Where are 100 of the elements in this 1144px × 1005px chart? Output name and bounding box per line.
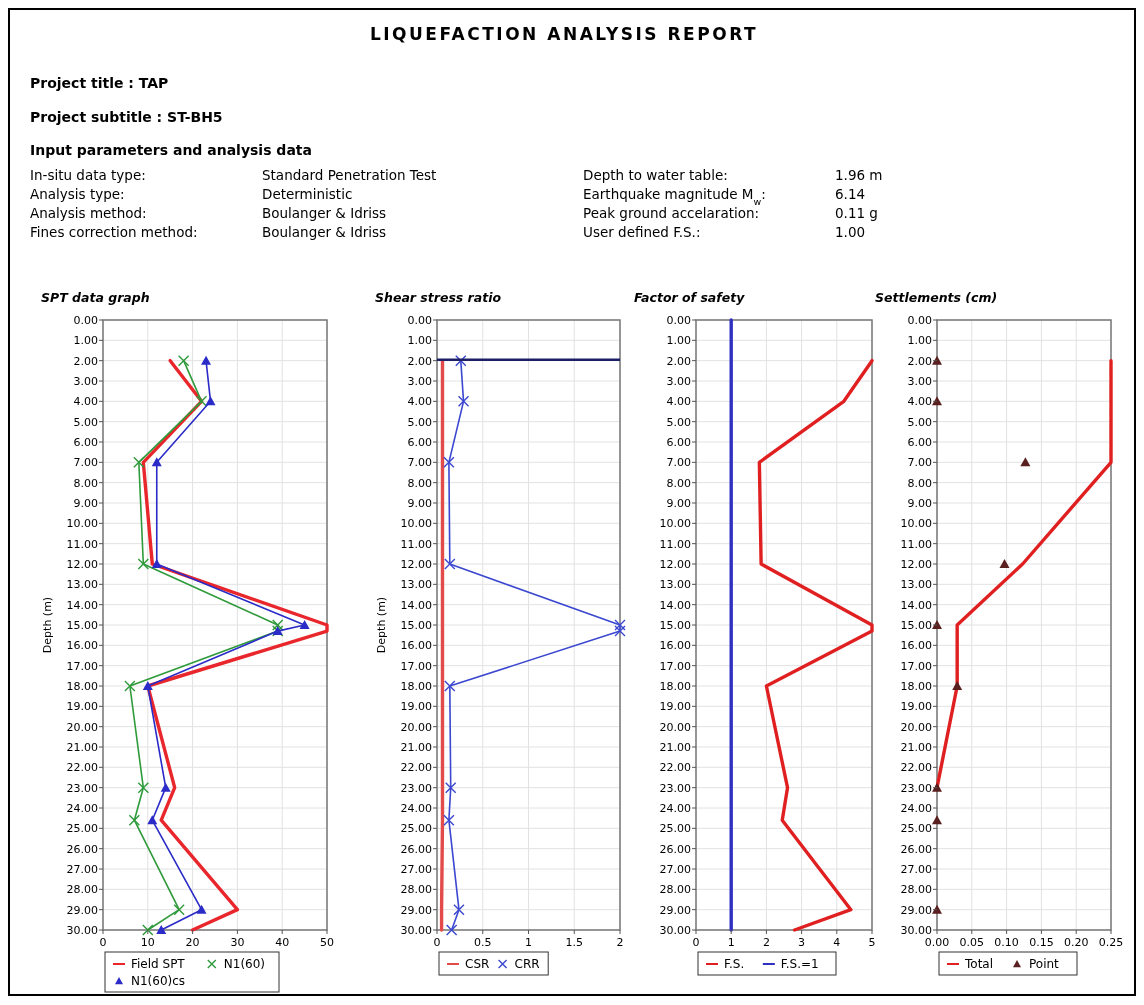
y-tick-label: 6.00 bbox=[666, 435, 691, 449]
y-tick-label: 4.00 bbox=[666, 395, 691, 409]
x-tick-label: 0 bbox=[433, 936, 441, 949]
point bbox=[457, 395, 470, 408]
point bbox=[932, 815, 942, 825]
x-tick-label: 1.5 bbox=[565, 936, 583, 949]
y-tick-label: 20.00 bbox=[659, 720, 691, 734]
point bbox=[453, 903, 465, 916]
y-tick-label: 4.00 bbox=[907, 395, 932, 409]
y-tick-label: 9.00 bbox=[407, 496, 432, 510]
point bbox=[195, 395, 208, 408]
y-tick-label: 5.00 bbox=[666, 415, 691, 429]
y-tick-label: 22.00 bbox=[659, 761, 691, 775]
y-tick-label: 2.00 bbox=[73, 354, 98, 368]
y-tick-label: 0.00 bbox=[666, 313, 691, 327]
x-tick-label: 1 bbox=[727, 936, 735, 949]
y-tick-label: 13.00 bbox=[659, 578, 691, 592]
y-tick-label: 9.00 bbox=[73, 496, 98, 510]
text: Boulanger & Idriss bbox=[262, 205, 387, 221]
line-series bbox=[439, 358, 445, 932]
point bbox=[156, 925, 167, 934]
y-tick-label: 19.00 bbox=[900, 700, 932, 714]
text: In-situ data type: bbox=[30, 167, 146, 183]
y-tick-label: 1.00 bbox=[407, 334, 432, 348]
point bbox=[142, 681, 153, 690]
legend-label: CSR bbox=[465, 957, 490, 972]
y-tick-label: 28.00 bbox=[66, 883, 98, 897]
text: Standard Penetration Test bbox=[262, 167, 437, 183]
point bbox=[445, 924, 458, 936]
legend-label: N1(60)cs bbox=[131, 974, 186, 989]
y-tick-label: 6.00 bbox=[907, 435, 932, 449]
y-tick-label: 0.00 bbox=[407, 313, 432, 327]
point bbox=[147, 815, 158, 825]
y-tick-label: 2.00 bbox=[407, 354, 432, 368]
point bbox=[445, 781, 457, 794]
x-tick-label: 2 bbox=[616, 936, 624, 949]
y-tick-label: 11.00 bbox=[400, 537, 432, 551]
x-tick-label: 40 bbox=[275, 936, 290, 949]
text: Boulanger & Idriss bbox=[262, 224, 387, 240]
y-tick-label: 18.00 bbox=[900, 679, 932, 693]
y-axis-title: Depth (m) bbox=[375, 596, 388, 654]
y-tick-label: 24.00 bbox=[900, 801, 932, 815]
y-tick-label: 13.00 bbox=[66, 578, 98, 592]
y-tick-label: 6.00 bbox=[407, 435, 432, 449]
text: Project title : TAP bbox=[30, 75, 169, 91]
y-tick-label: 30.00 bbox=[400, 923, 432, 937]
y-tick-label: 3.00 bbox=[907, 374, 932, 388]
y-axis-title: Depth (m) bbox=[41, 596, 54, 654]
point bbox=[137, 558, 150, 570]
x-tick-label: 0.5 bbox=[474, 936, 492, 949]
y-tick-label: 23.00 bbox=[66, 781, 98, 795]
y-tick-label: 19.00 bbox=[400, 700, 432, 714]
point bbox=[444, 558, 456, 570]
text: Depth to water table: bbox=[583, 167, 728, 183]
y-tick-label: 22.00 bbox=[900, 761, 932, 775]
y-tick-label: 5.00 bbox=[407, 415, 432, 429]
chart-title: Settlements (cm) bbox=[875, 290, 998, 305]
x-tick-label: 0.15 bbox=[1029, 936, 1054, 949]
point bbox=[443, 814, 455, 826]
text: Earthquake magnitude M$_{w}$: bbox=[583, 186, 766, 207]
y-tick-label: 15.00 bbox=[659, 618, 691, 632]
point bbox=[160, 782, 171, 792]
y-tick-label: 6.00 bbox=[73, 435, 98, 449]
y-tick-label: 23.00 bbox=[400, 781, 432, 795]
y-tick-label: 1.00 bbox=[73, 334, 98, 348]
y-tick-label: 30.00 bbox=[900, 923, 932, 937]
y-tick-label: 2.00 bbox=[666, 354, 691, 368]
point bbox=[932, 904, 942, 914]
text: Fines correction method: bbox=[30, 224, 198, 240]
point bbox=[444, 680, 456, 692]
y-tick-label: 4.00 bbox=[407, 395, 432, 409]
text: Project subtitle : ST-BH5 bbox=[30, 109, 223, 125]
y-tick-label: 28.00 bbox=[400, 883, 432, 897]
y-tick-label: 12.00 bbox=[900, 557, 932, 571]
x-tick-label: 0.20 bbox=[1063, 936, 1089, 949]
text: Analysis method: bbox=[30, 205, 147, 221]
point bbox=[137, 781, 150, 794]
chart-title: Shear stress ratio bbox=[375, 290, 502, 305]
y-tick-label: 7.00 bbox=[666, 456, 691, 470]
y-tick-label: 26.00 bbox=[66, 842, 98, 856]
y-tick-label: 23.00 bbox=[900, 781, 932, 795]
y-tick-label: 19.00 bbox=[659, 700, 691, 714]
point bbox=[443, 456, 455, 469]
y-tick-label: 30.00 bbox=[659, 923, 691, 937]
point bbox=[932, 355, 942, 365]
y-tick-label: 7.00 bbox=[907, 456, 932, 470]
y-tick-label: 29.00 bbox=[900, 903, 932, 917]
point bbox=[455, 354, 467, 367]
y-tick-label: 4.00 bbox=[73, 395, 98, 409]
y-tick-label: 8.00 bbox=[73, 476, 98, 490]
x-tick-label: 0.05 bbox=[959, 936, 985, 949]
point bbox=[196, 904, 207, 914]
point bbox=[932, 396, 942, 406]
y-tick-label: 16.00 bbox=[400, 639, 432, 653]
x-tick-label: 4 bbox=[833, 936, 841, 949]
text: Input parameters and analysis data bbox=[30, 142, 312, 158]
point bbox=[952, 681, 963, 690]
point bbox=[151, 457, 162, 467]
y-tick-label: 15.00 bbox=[66, 618, 98, 632]
y-tick-label: 12.00 bbox=[66, 557, 98, 571]
